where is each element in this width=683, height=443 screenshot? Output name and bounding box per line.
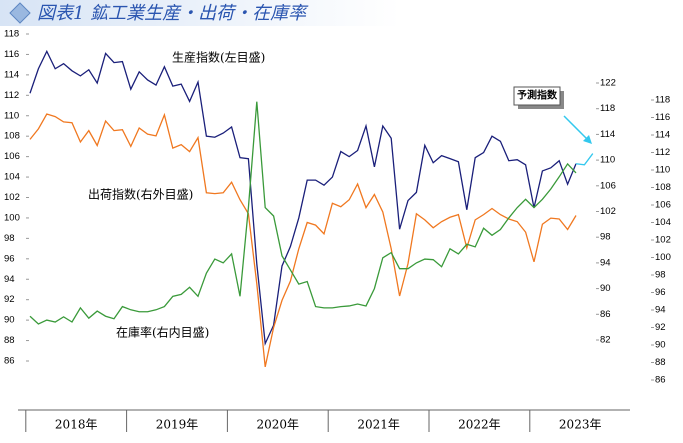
chart-title: 図表1 鉱工業生産・出荷・在庫率: [37, 3, 309, 24]
x-tick-label: 2018年: [55, 418, 98, 432]
x-tick-label: 2021年: [357, 418, 400, 432]
y-tick-label: 108: [4, 131, 20, 142]
y-tick-label: 106: [4, 151, 20, 162]
series-line: [575, 153, 594, 166]
y-tick-label: 116: [655, 112, 670, 123]
y-tick-label: 110: [4, 110, 19, 121]
title-icon: [9, 2, 31, 24]
y-tick-label: 86: [600, 309, 611, 320]
y-tick-label: 114: [655, 130, 670, 141]
y-tick-label: 110: [655, 165, 670, 176]
y-tick-label: 90: [655, 340, 666, 351]
callout-label: 予測指数: [517, 89, 558, 102]
y-tick-label: 90: [4, 315, 15, 326]
x-tick-label: 2020年: [257, 418, 300, 432]
annotation: 在庫率(右内目盛): [116, 325, 209, 340]
y-tick-label: 106: [655, 200, 671, 211]
y-tick-label: 118: [600, 103, 615, 114]
y-tick-label: 102: [4, 192, 20, 203]
y-tick-label: 92: [655, 322, 666, 333]
y-tick-label: 122: [600, 78, 616, 89]
y-tick-label: 102: [600, 206, 616, 217]
series-line: [29, 101, 577, 325]
y-tick-label: 112: [655, 147, 670, 158]
x-tick-label: 2023年: [559, 418, 602, 432]
y-tick-label: 94: [4, 274, 15, 285]
x-tick-label: 2019年: [156, 418, 199, 432]
y-tick-label: 114: [4, 69, 19, 80]
y-tick-label: 94: [655, 305, 666, 316]
y-tick-label: 86: [655, 375, 666, 386]
y-tick-label: 86: [4, 356, 15, 367]
y-tick-label: 118: [4, 29, 19, 40]
y-tick-label: 100: [4, 212, 20, 223]
series-line: [29, 49, 577, 347]
y-tick-label: 114: [600, 129, 615, 140]
y-tick-label: 88: [4, 335, 15, 346]
y-tick-label: 88: [655, 357, 666, 368]
y-tick-label: 110: [600, 155, 615, 166]
y-tick-label: 112: [4, 90, 19, 101]
x-tick-label: 2022年: [458, 418, 501, 432]
y-tick-label: 118: [655, 95, 670, 106]
y-tick-label: 116: [4, 49, 19, 60]
y-tick-label: 100: [655, 252, 671, 263]
callout-arrow: [563, 115, 589, 141]
y-tick-label: 90: [600, 283, 611, 294]
callout-box: [513, 86, 561, 106]
series-line: [29, 112, 577, 368]
y-tick-label: 96: [655, 287, 666, 298]
title-band: [0, 0, 400, 26]
annotation: 出荷指数(右外目盛): [88, 187, 193, 202]
callout-arrowhead: [583, 135, 592, 144]
y-tick-label: 92: [4, 294, 15, 305]
annotation: 生産指数(左目盛): [172, 50, 265, 65]
y-tick-label: 106: [600, 180, 616, 191]
y-tick-label: 96: [4, 253, 15, 264]
y-tick-label: 108: [655, 182, 671, 193]
y-tick-label: 104: [655, 217, 671, 228]
y-tick-label: 98: [655, 270, 666, 281]
y-tick-label: 98: [4, 233, 15, 244]
y-tick-label: 98: [600, 232, 611, 243]
y-tick-label: 82: [600, 335, 611, 346]
y-tick-label: 102: [655, 235, 671, 246]
y-tick-label: 104: [4, 172, 20, 183]
y-tick-label: 94: [600, 257, 611, 268]
